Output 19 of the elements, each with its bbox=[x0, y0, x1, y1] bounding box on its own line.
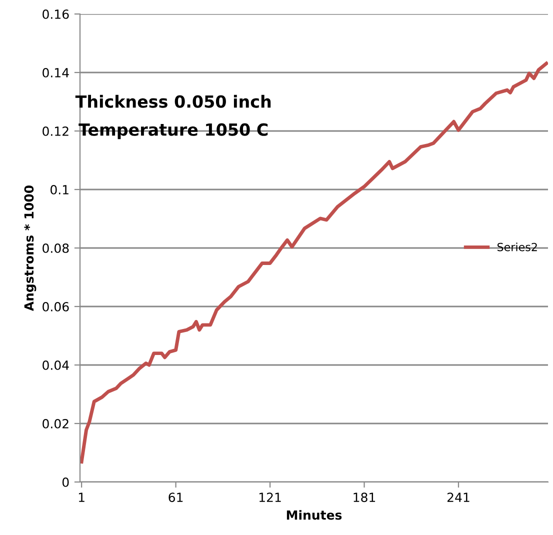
annotation: Temperature 1050 C bbox=[78, 123, 268, 140]
x-tick-label: 1 bbox=[78, 492, 84, 502]
y-tick-label: 0.12 bbox=[42, 126, 68, 136]
x-tick-label: 241 bbox=[447, 492, 470, 502]
y-tick-label: 0.02 bbox=[42, 418, 68, 428]
y-tick-label: 0.16 bbox=[42, 9, 69, 19]
annotation: Thickness 0.050 inch bbox=[75, 94, 271, 108]
y-tick-label: 0.06 bbox=[42, 302, 69, 312]
y-tick-label: 0 bbox=[62, 477, 69, 487]
y-tick-label: 0.14 bbox=[42, 68, 69, 78]
y-tick-label: 0.08 bbox=[42, 243, 69, 253]
x-tick-label: 181 bbox=[354, 492, 376, 502]
y-tick-label: 0.1 bbox=[50, 184, 68, 194]
x-tick-label: 121 bbox=[259, 492, 281, 502]
y-axis-title: Angstroms * 1000 bbox=[24, 186, 36, 312]
legend-label: Series2 bbox=[497, 242, 537, 252]
y-tick-label: 0.04 bbox=[42, 360, 69, 370]
x-axis-title: Minutes bbox=[286, 510, 342, 520]
x-tick-label: 61 bbox=[168, 492, 183, 502]
